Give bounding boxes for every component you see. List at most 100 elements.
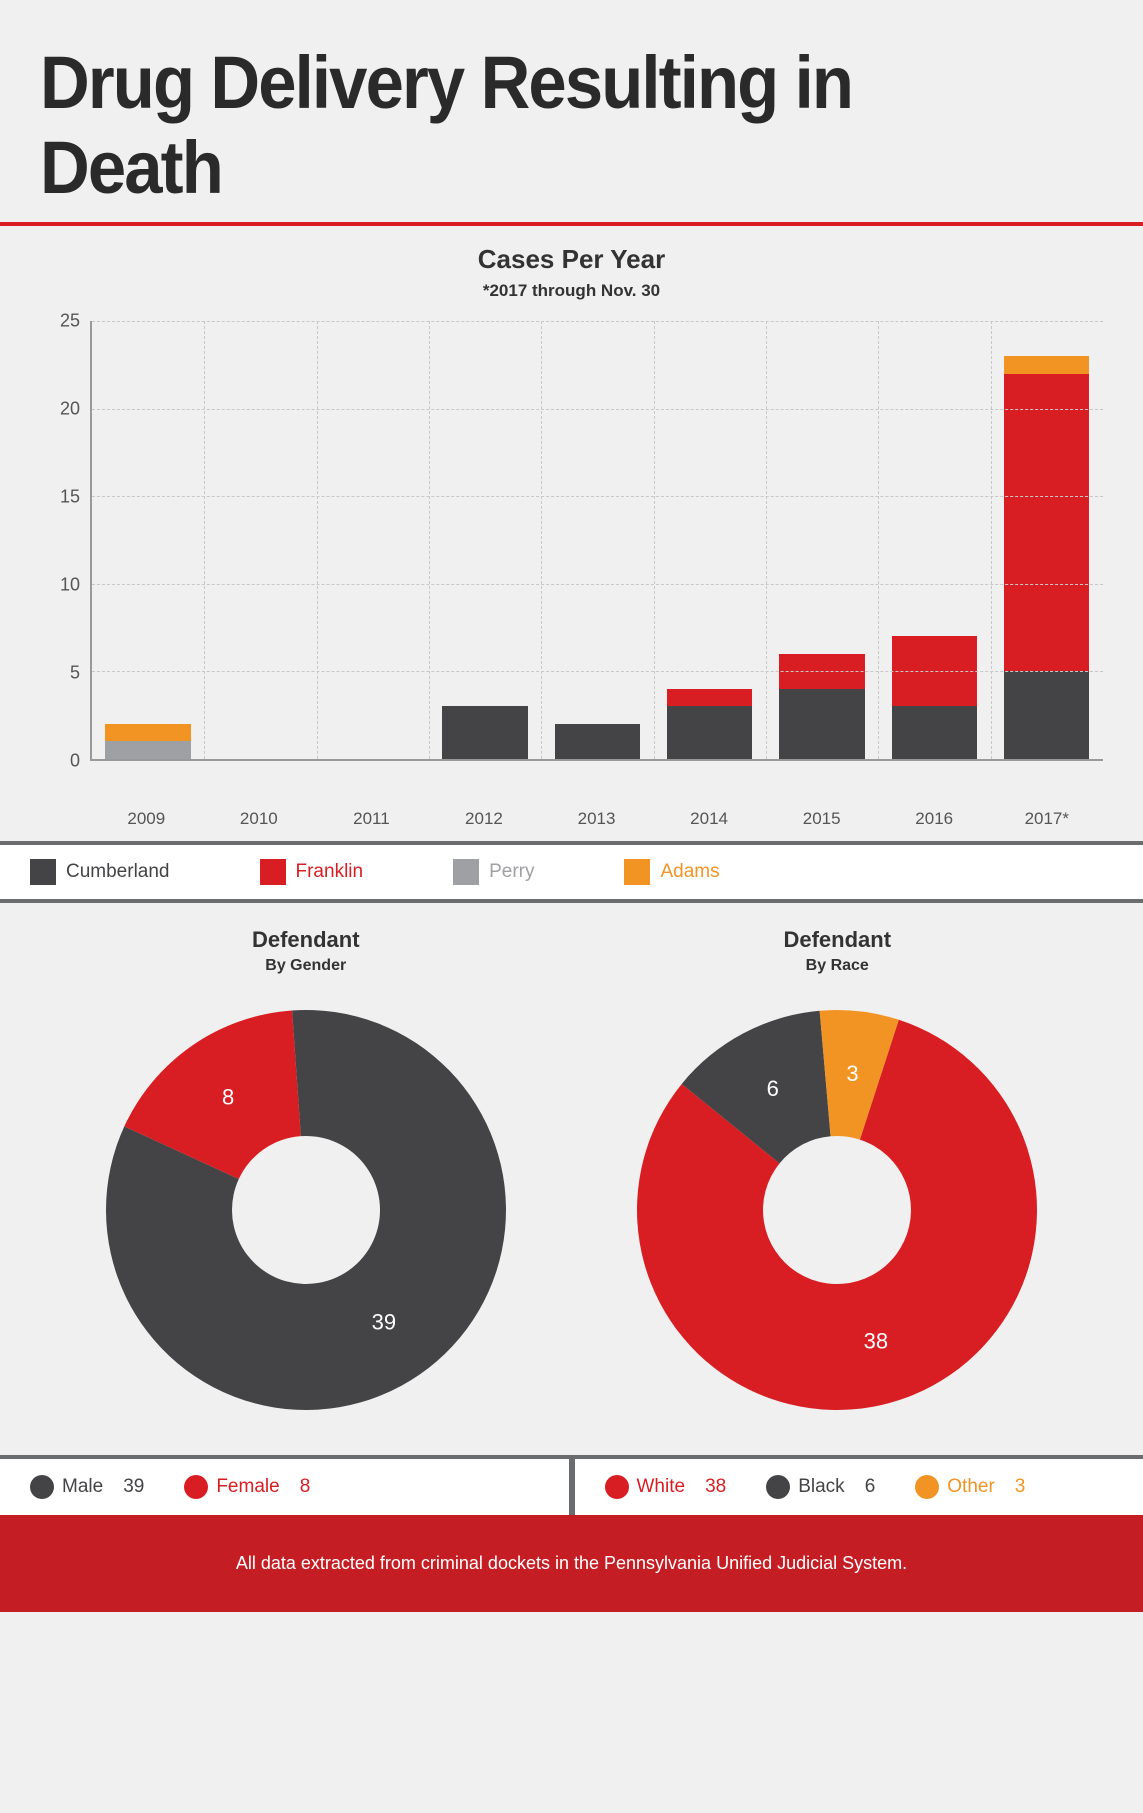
legend-item-black: Black6 xyxy=(766,1475,875,1499)
legend-circle xyxy=(605,1475,629,1499)
donut-race-subtitle: By Race xyxy=(572,957,1104,975)
x-tick-label: 2015 xyxy=(765,801,878,841)
donut-value-label: 6 xyxy=(767,1076,779,1101)
bars-container xyxy=(92,321,1103,759)
bar-segment-cumberland xyxy=(1004,671,1089,759)
bar-chart-subtitle: *2017 through Nov. 30 xyxy=(40,281,1103,301)
bar-chart-area: 0510152025 xyxy=(40,321,1103,801)
bar-segment-cumberland xyxy=(779,689,864,759)
grid-line-h xyxy=(92,409,1103,410)
bar-segment-adams xyxy=(1004,356,1089,374)
donut-value-label: 8 xyxy=(222,1084,234,1109)
legend-label: Adams xyxy=(660,861,719,883)
bar xyxy=(442,706,527,759)
x-tick-label: 2016 xyxy=(878,801,991,841)
grid-line-h xyxy=(92,496,1103,497)
legend-item-female: Female8 xyxy=(184,1475,310,1499)
bar-group xyxy=(766,321,878,759)
legend-label: Black xyxy=(798,1476,844,1498)
legend-value: 3 xyxy=(1015,1476,1026,1498)
legend-label: Cumberland xyxy=(66,861,170,883)
legend-label: Franklin xyxy=(296,861,364,883)
bar xyxy=(892,636,977,759)
donut-value-label: 3 xyxy=(847,1061,859,1086)
donut-race-panel: Defendant By Race 3863 xyxy=(572,927,1104,1425)
x-tick-label: 2012 xyxy=(428,801,541,841)
grid-line-v xyxy=(991,321,992,759)
main-title: Drug Delivery Resulting in Death xyxy=(40,40,1029,210)
donut-gender-panel: Defendant By Gender 39 8 xyxy=(40,927,572,1425)
legend-swatch xyxy=(30,859,56,885)
legend-label: Other xyxy=(947,1476,995,1498)
x-tick-label: 2013 xyxy=(540,801,653,841)
bar xyxy=(1004,356,1089,759)
bar-group xyxy=(991,321,1103,759)
grid-line-h xyxy=(92,584,1103,585)
bar-segment-cumberland xyxy=(892,706,977,759)
grid-line-v xyxy=(204,321,205,759)
legend-item-other: Other 3 xyxy=(915,1475,1025,1499)
donut-value-label: 38 xyxy=(864,1328,888,1353)
donut-gender-title: Defendant xyxy=(40,927,572,953)
donut-gender-subtitle: By Gender xyxy=(40,957,572,975)
legend-item-adams: Adams xyxy=(624,859,719,885)
bar-group xyxy=(92,321,204,759)
donut-gender-chart: 39 8 xyxy=(91,995,521,1425)
legend-swatch xyxy=(624,859,650,885)
bar-chart-section: Cases Per Year *2017 through Nov. 30 051… xyxy=(40,234,1103,841)
bar xyxy=(105,724,190,759)
bar-group xyxy=(429,321,541,759)
donut-legends: Male39Female8 White 38 Black6 Other 3 xyxy=(0,1459,1143,1515)
bar xyxy=(555,724,640,759)
grid-line-v xyxy=(766,321,767,759)
x-tick-label: 2009 xyxy=(90,801,203,841)
x-tick-label: 2017* xyxy=(991,801,1104,841)
y-tick-label: 0 xyxy=(70,751,80,772)
y-tick-label: 25 xyxy=(60,311,80,332)
footer-note: All data extracted from criminal dockets… xyxy=(0,1515,1143,1612)
grid-line-h xyxy=(92,671,1103,672)
infographic-container: Drug Delivery Resulting in Death Cases P… xyxy=(0,0,1143,1612)
legend-swatch xyxy=(453,859,479,885)
y-tick-label: 5 xyxy=(70,663,80,684)
bar-group xyxy=(654,321,766,759)
bar-group xyxy=(541,321,653,759)
bar-segment-perry xyxy=(105,741,190,759)
bar-segment-cumberland xyxy=(667,706,752,759)
bar xyxy=(667,689,752,759)
bar-segment-franklin xyxy=(667,689,752,707)
y-tick-label: 20 xyxy=(60,399,80,420)
grid-line-h xyxy=(92,321,1103,322)
donut-value-label: 39 xyxy=(371,1310,395,1335)
x-tick-label: 2011 xyxy=(315,801,428,841)
donut-gender-legend: Male39Female8 xyxy=(0,1459,575,1515)
grid-line-v xyxy=(429,321,430,759)
red-divider xyxy=(0,222,1143,226)
legend-circle xyxy=(184,1475,208,1499)
donuts-section: Defendant By Gender 39 8 Defendant By Rac… xyxy=(40,903,1103,1455)
y-axis: 0510152025 xyxy=(40,321,90,761)
legend-item-cumberland: Cumberland xyxy=(30,859,170,885)
x-tick-label: 2010 xyxy=(203,801,316,841)
grid-line-v xyxy=(654,321,655,759)
bar-plot-area xyxy=(90,321,1103,761)
bar-segment-cumberland xyxy=(555,724,640,759)
legend-label: Female xyxy=(216,1476,279,1498)
donut-race-chart: 38 6 3 xyxy=(622,995,1052,1425)
grid-line-v xyxy=(878,321,879,759)
legend-value: 38 xyxy=(705,1476,726,1498)
x-tick-label: 2014 xyxy=(653,801,766,841)
legend-circle xyxy=(766,1475,790,1499)
x-axis-labels: 200920102011201220132014201520162017* xyxy=(40,801,1103,841)
grid-line-v xyxy=(541,321,542,759)
donut-race-legend: White 38 Black6 Other 3 xyxy=(575,1459,1143,1515)
bar-group xyxy=(204,321,316,759)
legend-label: Male xyxy=(62,1476,103,1498)
bar-chart-title: Cases Per Year xyxy=(40,244,1103,275)
bar-chart-legend: CumberlandFranklinPerryAdams xyxy=(0,845,1143,899)
bar-segment-cumberland xyxy=(442,706,527,759)
bar-segment-franklin xyxy=(1004,374,1089,672)
bar xyxy=(779,654,864,759)
legend-item-white: White 38 xyxy=(605,1475,727,1499)
legend-label: White xyxy=(637,1476,686,1498)
